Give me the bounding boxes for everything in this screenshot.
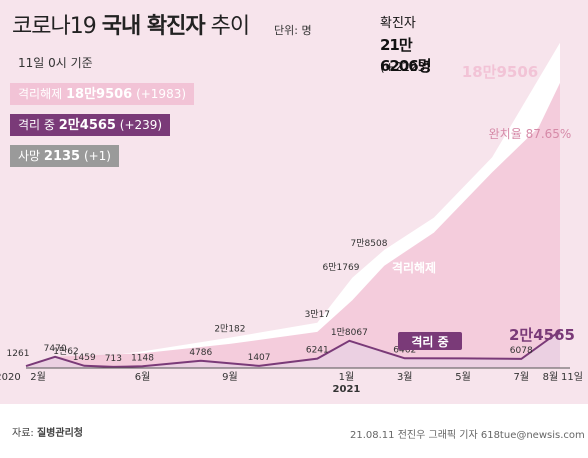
- x-tick-label: 2020: [0, 372, 21, 383]
- chart-title: 코로나19 국내 확진자 추이: [12, 8, 250, 40]
- x-tick-label: 6월: [135, 371, 151, 383]
- title-bold: 국내 확진자: [101, 14, 206, 39]
- total-label: 확진자: [380, 16, 416, 31]
- total-value: 21만6206명: [380, 36, 432, 75]
- data-label: 713: [105, 354, 122, 364]
- isolated-label: 격리 중: [18, 118, 55, 132]
- series-released-area: [26, 82, 560, 369]
- isolated-tag-box: [398, 332, 462, 350]
- source-name: 질병관리청: [36, 428, 83, 439]
- deaths-delta: (+1): [83, 149, 111, 163]
- data-label: 7470: [44, 344, 67, 354]
- data-label: 7만8508: [351, 238, 388, 249]
- data-label: 격리해제: [392, 260, 436, 275]
- basis-label: 11일 0시 기준: [18, 56, 93, 70]
- x-tick-label: 3월: [397, 371, 413, 383]
- x-tick-label: 2월: [30, 371, 46, 383]
- data-label: 격리 중: [411, 334, 448, 349]
- x-tick-label: 11일: [561, 371, 583, 383]
- total-delta: (+2223): [380, 60, 430, 74]
- released-delta: (+1983): [136, 87, 187, 101]
- data-label: 18만9506: [462, 63, 538, 81]
- isolated-value: 2만4565: [58, 118, 116, 133]
- x-tick-label: 9월: [222, 371, 238, 383]
- data-label: 3만17: [305, 309, 330, 320]
- data-label: 4786: [189, 348, 212, 358]
- data-label: 1407: [248, 353, 271, 363]
- x-tick-label: 5월: [455, 371, 471, 383]
- deaths-label: 사망: [18, 149, 41, 163]
- data-label: 완치율 87.65%: [489, 127, 572, 141]
- data-label: 6078: [510, 346, 533, 356]
- data-label: 6462: [393, 345, 416, 355]
- x-tick-label: 2021: [333, 384, 361, 395]
- data-label: 1만8067: [331, 327, 368, 338]
- series-isolated-line: [25, 330, 561, 368]
- title-part2: 추이: [210, 14, 250, 39]
- source-label: 자료:: [12, 428, 34, 439]
- credit-line: 21.08.11 전진우 그래픽 기자 618tue@newsis.com: [350, 430, 585, 441]
- source-line: 자료: 질병관리청: [12, 424, 83, 439]
- unit-label: 단위: 명: [274, 24, 312, 37]
- data-label: 1261: [7, 349, 30, 359]
- data-label: 2만182: [214, 324, 245, 335]
- data-label: 1459: [73, 353, 96, 363]
- title-part1: 코로나19: [12, 14, 97, 39]
- released-summary: 격리해제 18만9506 (+1983): [10, 83, 195, 105]
- deaths-summary: 사망 2135 (+1): [10, 145, 119, 167]
- data-label: 1148: [131, 353, 154, 363]
- isolated-summary: 격리 중 2만4565 (+239): [10, 114, 171, 136]
- released-label: 격리해제: [18, 87, 63, 101]
- released-value: 18만9506: [66, 87, 133, 102]
- x-tick-label: 1월: [339, 371, 355, 383]
- x-tick-label: 8월: [543, 371, 559, 383]
- deaths-value: 2135: [43, 149, 81, 164]
- data-label: 1만62: [53, 346, 78, 357]
- data-label: 6241: [306, 346, 329, 356]
- data-label: 6만1769: [323, 262, 360, 273]
- x-tick-label: 7월: [513, 371, 529, 383]
- isolated-delta: (+239): [119, 118, 163, 132]
- data-label: 2만4565: [509, 326, 575, 344]
